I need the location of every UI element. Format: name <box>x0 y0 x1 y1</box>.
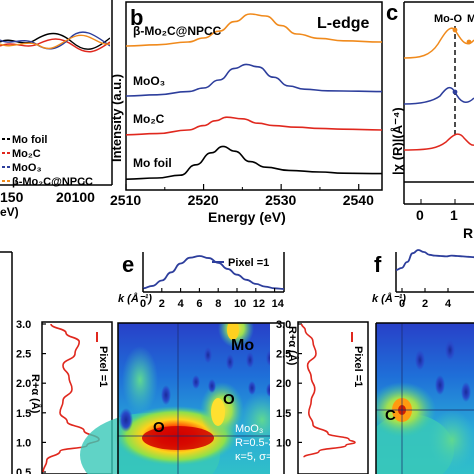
panel-e-top-legend: Pixel =1 <box>228 257 269 269</box>
ytick-label: 2.0 <box>276 378 291 390</box>
panel-e-top-xlabel: k (Å⁻¹) <box>118 292 152 305</box>
ytick-label: 3.0 <box>16 319 31 331</box>
panel-b-xtick-label: 2510 <box>110 192 141 208</box>
panel-b-xtick-label: 2530 <box>265 192 296 208</box>
ytick-label: 1.5 <box>276 408 291 420</box>
xtick-label: 0 <box>140 298 146 310</box>
ytick-label: 2.5 <box>276 349 291 361</box>
ytick-label: 2.5 <box>16 349 31 361</box>
panel-b-series-line <box>125 63 383 97</box>
panel-e-letter: e <box>122 252 134 277</box>
panel-c-xtick: 1 <box>450 207 458 223</box>
panel-b-series-label: β-Mo₂C@NPCC <box>133 24 222 38</box>
panel-e-annotation: MoO₃ <box>235 423 263 435</box>
panel-a-xtick: 20100 <box>56 189 95 205</box>
panel-f-top-xlabel: k (Å⁻¹) <box>372 292 406 305</box>
panel-c-xtick: 0 <box>416 207 424 223</box>
xtick-label: 0 <box>399 298 405 310</box>
panel-c-curve-red <box>403 133 474 151</box>
xtick-label: 2 <box>422 298 428 310</box>
panel-b-letter: b <box>130 5 143 30</box>
panel-e-top-curve <box>142 255 285 290</box>
panel-d-legend: Pixel =1 <box>97 346 109 387</box>
panel-c-annotation: M <box>467 13 474 25</box>
xtick-label: 2 <box>159 298 165 310</box>
panel-e-right-yticks: 1.0 1.5 2.0 2.5 3.0 <box>276 319 302 449</box>
panel-c-curve-orange <box>403 27 474 59</box>
panel-b-ylabel: Intensity (a.u.) <box>109 74 124 162</box>
ytick-label: 1.0 <box>16 437 31 449</box>
panel-d: R+α (Å) 0.5 1.0 1.5 2.0 2.5 3.0 Pixel =1 <box>0 251 113 474</box>
panel-d-side-frame <box>41 321 113 474</box>
ytick-label: 2.0 <box>16 378 31 390</box>
panel-e-heatmap <box>80 323 270 474</box>
marker <box>452 27 458 33</box>
legend-label: β-Mo₂C@NPCC <box>12 176 93 188</box>
panel-a-curve-orange <box>0 34 110 50</box>
panel-b: b L-edge Intensity (a.u.) 2510 2520 2530 25… <box>109 1 383 225</box>
panel-a-xlabel: eV) <box>0 205 19 219</box>
panel-c-ylabel: |χ (R)|(Å⁻⁴) <box>390 107 405 175</box>
ytick-label: 1.5 <box>16 408 31 420</box>
panel-c-curve-blue <box>403 86 474 105</box>
xtick-label: 4 <box>178 298 185 310</box>
xtick-label: 14 <box>272 298 285 310</box>
xtick-label: 6 <box>196 298 202 310</box>
panel-c-xlabel: R <box>463 225 473 241</box>
panel-e-annotation: κ=5, σ=1 <box>235 451 278 463</box>
panel-a-curve-blue <box>0 31 110 50</box>
panel-e-label-o: O <box>153 419 165 436</box>
legend-label: MoO₃ <box>12 162 42 174</box>
ytick-label: 3.0 <box>276 319 291 331</box>
panel-a-xtick: 150 <box>0 189 24 205</box>
panel-f: f k (Å⁻¹) 0 2 4 C <box>372 249 474 474</box>
xtick-label: 4 <box>445 298 452 310</box>
xtick-label: 12 <box>253 298 265 310</box>
panel-c-letter: c <box>386 0 398 25</box>
ytick-label: 0.5 <box>16 467 31 474</box>
panel-b-series: β-Mo₂C@NPCC MoO₃ Mo₂C Mo foil <box>125 13 383 180</box>
panel-f-top-curve <box>395 249 474 271</box>
panel-e: e Pixel =1 k (Å⁻¹) 0 2 4 6 8 10 12 14 <box>80 252 369 474</box>
panel-c: c Mo-O M |χ (R)|(Å⁻⁴) 0 1 R <box>386 0 474 241</box>
xtick-label: 8 <box>215 298 221 310</box>
panel-f-label-c: C <box>385 407 396 424</box>
legend-label: Mo₂C <box>12 148 41 160</box>
xtick-label: 10 <box>234 298 246 310</box>
panel-e-right-ylabel: R+α (Å) <box>286 326 299 366</box>
panel-d-ylabel: R+α (Å) <box>29 374 42 414</box>
marker <box>466 39 472 45</box>
marker <box>452 89 458 95</box>
panel-b-series-line <box>125 145 383 180</box>
panel-b-title: L-edge <box>317 15 370 32</box>
panel-b-xlabel: Energy (eV) <box>208 209 286 225</box>
panel-b-series-label: Mo₂C <box>133 112 165 126</box>
panel-e-annotation: R=0.5-3 <box>235 437 274 449</box>
panel-b-series-line <box>125 116 383 136</box>
panel-b-xticks: 2510 2520 2530 2540 <box>110 184 374 208</box>
panel-c-annotation: Mo-O <box>434 13 463 25</box>
panel-b-series-line <box>125 13 383 47</box>
panel-e-top-xticks: 0 2 4 6 8 10 12 14 <box>140 288 285 310</box>
panel-b-xtick-label: 2540 <box>343 192 374 208</box>
panel-e-right-curve <box>300 323 356 458</box>
ytick-label: 1.0 <box>276 437 291 449</box>
panel-b-series-label: Mo foil <box>133 156 172 170</box>
panel-f-letter: f <box>374 252 382 277</box>
panel-d-curve <box>42 323 100 473</box>
panel-f-top-xticks: 0 2 4 <box>399 288 452 310</box>
legend-label: Mo foil <box>12 134 47 146</box>
panel-a-legend: Mo foil Mo₂C MoO₃ β-Mo₂C@NPCC <box>2 134 93 188</box>
panel-e-label-mo: Mo <box>231 337 254 354</box>
panel-a: 150 20100 eV) Mo foil Mo₂C MoO₃ β-Mo₂C@N… <box>0 0 113 219</box>
panel-e-label-o: O <box>223 391 235 408</box>
panel-b-xtick-label: 2520 <box>188 192 219 208</box>
panel-f-heatmap <box>376 323 474 474</box>
panel-d-yticks: 0.5 1.0 1.5 2.0 2.5 3.0 <box>16 319 46 474</box>
panel-e-right-legend: Pixel =1 <box>352 346 364 387</box>
panel-b-series-label: MoO₃ <box>133 74 165 88</box>
